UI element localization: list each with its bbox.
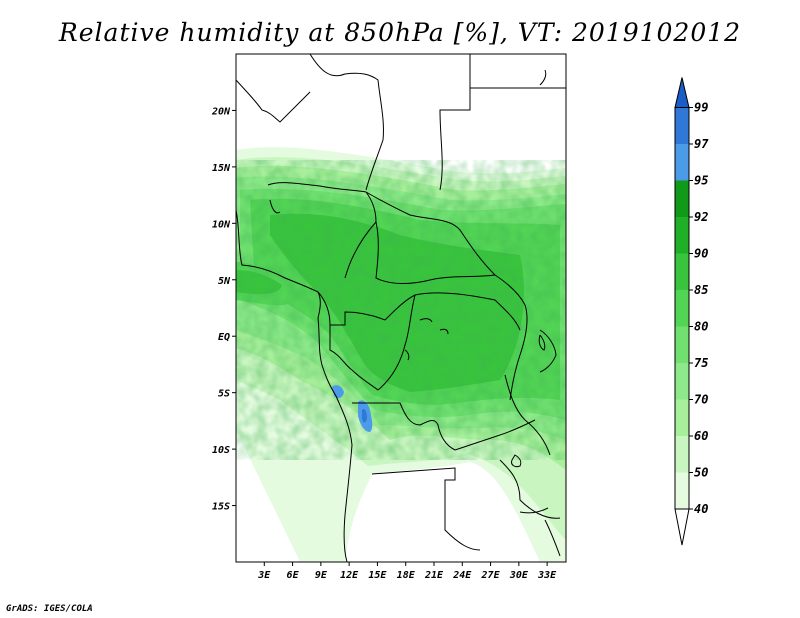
colorbar-label: 70 xyxy=(694,393,708,407)
lon-tick-label: 18E xyxy=(397,570,416,581)
colorbar-label: 95 xyxy=(694,174,708,188)
colorbar-swatch xyxy=(675,253,689,290)
lon-tick-label: 3E xyxy=(257,570,271,581)
lon-tick-label: 33E xyxy=(537,570,557,581)
colorbar-swatch xyxy=(675,217,689,254)
map-frame xyxy=(235,53,567,563)
lat-tick-label: 10S xyxy=(212,445,230,456)
lat-tick-label: EQ xyxy=(218,332,230,343)
colorbar-swatch xyxy=(675,472,689,509)
lat-tick-label: 15N xyxy=(212,163,231,174)
colorbar-label: 90 xyxy=(694,247,708,261)
lat-tick-label: 5N xyxy=(218,276,231,287)
colorbar-label: 92 xyxy=(694,210,708,224)
colorbar-swatch xyxy=(675,363,689,400)
lat-tick-label: 15S xyxy=(212,502,230,513)
lat-tick-label: 10N xyxy=(212,219,231,230)
colorbar-label: 99 xyxy=(694,101,708,115)
lat-tick-label: 20N xyxy=(211,106,231,117)
colorbar-arrow-low xyxy=(674,508,690,546)
map-axes: 20N 15N 10N 5N EQ 5S 10S 15S 3E 6E 9E 12E 15E 18E 21E 2… xyxy=(211,106,557,581)
colorbar: 40 50 60 70 75 80 85 90 92 95 97 99 xyxy=(674,77,709,546)
colorbar-arrow-high xyxy=(674,77,690,108)
country-borders xyxy=(236,54,566,562)
colorbar-swatch xyxy=(675,326,689,363)
colorbar-swatch xyxy=(675,107,689,144)
colorbar-label: 60 xyxy=(694,429,708,443)
lon-tick-label: 30E xyxy=(509,570,529,581)
colorbar-label: 50 xyxy=(694,466,708,480)
lon-tick-label: 12E xyxy=(340,570,359,581)
colorbar-label: 40 xyxy=(694,502,708,516)
colorbar-label: 85 xyxy=(694,283,708,297)
colorbar-swatch xyxy=(675,290,689,327)
lon-tick-label: 15E xyxy=(368,570,387,581)
colorbar-outline xyxy=(674,107,690,510)
lon-tick-label: 27E xyxy=(481,570,501,581)
colorbar-swatch xyxy=(675,399,689,436)
colorbar-label: 75 xyxy=(694,356,708,370)
humidity-field xyxy=(236,54,566,562)
colorbar-swatch xyxy=(675,180,689,217)
colorbar-label: 80 xyxy=(694,320,708,334)
lon-tick-label: 9E xyxy=(315,570,328,581)
colorbar-swatch xyxy=(675,436,689,473)
lat-tick-label: 5S xyxy=(218,389,230,400)
colorbar-swatch xyxy=(675,144,689,181)
grads-credit: GrADS: IGES/COLA xyxy=(6,604,93,614)
lon-tick-label: 21E xyxy=(424,570,444,581)
colorbar-label: 97 xyxy=(694,137,709,151)
map-title: Relative humidity at 850hPa [%], VT: 201… xyxy=(58,18,742,47)
lon-tick-label: 6E xyxy=(287,570,300,581)
lon-tick-label: 24E xyxy=(452,570,472,581)
